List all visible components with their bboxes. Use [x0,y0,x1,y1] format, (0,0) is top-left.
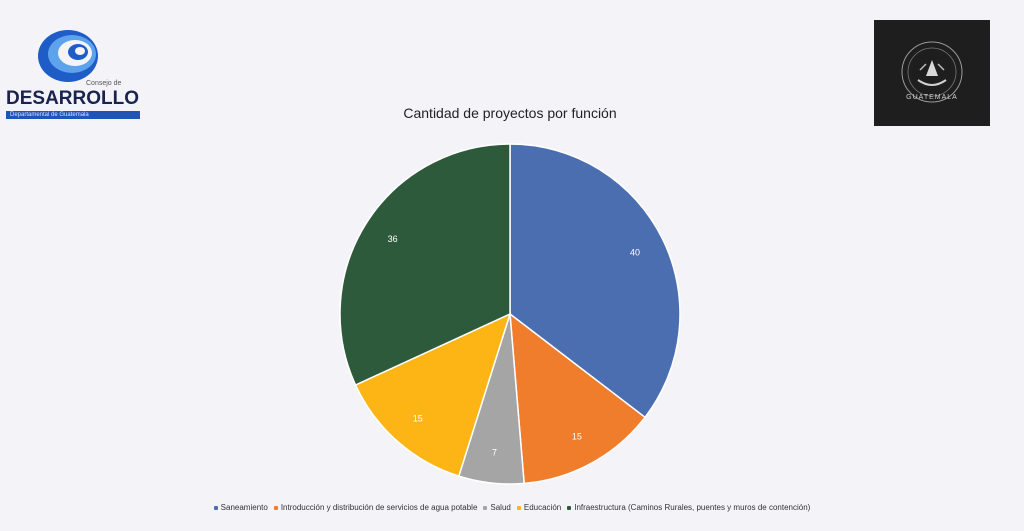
slice-value-label-0: 40 [630,247,640,257]
legend-swatch-icon [273,505,278,510]
logo-bar: Departamental de Guatemala [6,111,140,119]
legend-item-0: Saneamiento [213,503,268,512]
pie-slice-1 [509,312,647,485]
legend-label: Introducción y distribución de servicios… [280,503,478,512]
chart-legend: Saneamiento Introducción y distribución d… [150,503,874,512]
slice-value-label-4: 36 [388,234,398,244]
legend-label: Educación [523,503,562,512]
pie-slice-0 [509,143,681,419]
legend-swatch-icon [213,505,218,510]
pie-slice-3 [354,312,512,478]
legend-item-1: Introducción y distribución de servicios… [273,503,478,512]
slice-value-label-3: 15 [413,414,423,424]
logo-small-text: Consejo de [86,80,122,87]
legend-swatch-icon [483,505,488,510]
logo-word: DESARROLLO [6,88,139,109]
slice-value-label-2: 7 [492,448,497,458]
legend-item-4: Infraestructura (Caminos Rurales, puente… [567,503,810,512]
legend-label: Salud [490,503,511,512]
consejo-desarrollo-logo: Consejo de DESARROLLO Departamental de G… [4,26,144,126]
guatemala-emblem: GUATEMALA [874,20,990,126]
legend-label: Saneamiento [220,503,268,512]
emblem-text: GUATEMALA [906,94,958,101]
slice-value-label-1: 15 [572,431,582,441]
coat-of-arms-icon [901,41,963,103]
pie-slice-4 [339,143,511,387]
legend-swatch-icon [567,505,572,510]
pie-chart: 40 15 7 15 36 [339,143,681,485]
legend-item-2: Salud [483,503,511,512]
chart-title: Cantidad de proyectos por función [403,105,617,121]
logo-swirl-icon [38,30,98,82]
legend-item-3: Educación [516,503,562,512]
legend-swatch-icon [516,505,521,510]
legend-label: Infraestructura (Caminos Rurales, puente… [574,503,811,512]
